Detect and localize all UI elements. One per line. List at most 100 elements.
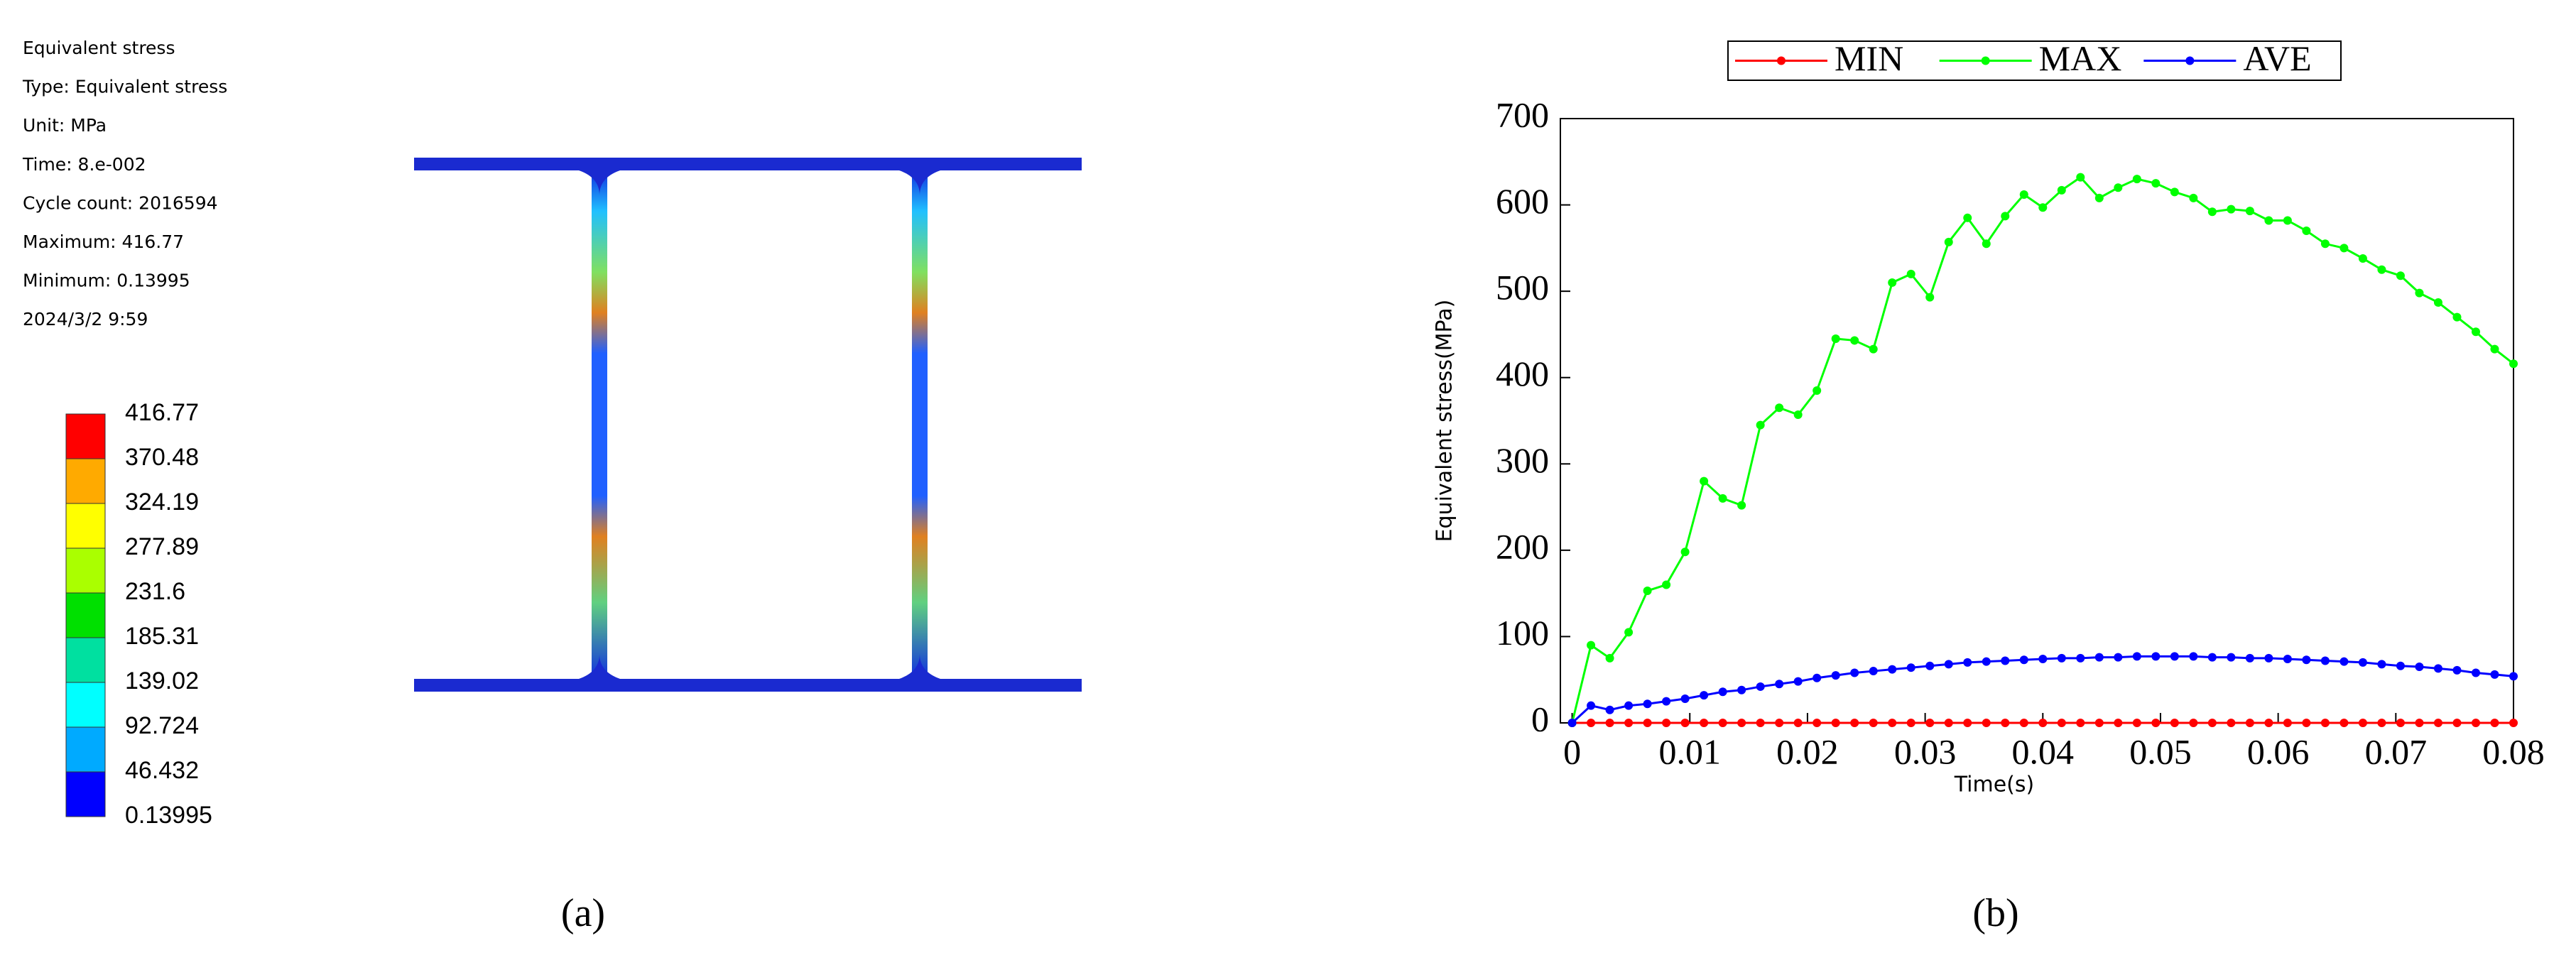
colorbar-band	[65, 413, 106, 459]
colorbar-label: 324.19	[125, 489, 199, 516]
data-point	[1813, 719, 1822, 727]
data-point	[2509, 359, 2518, 369]
fillet	[579, 170, 940, 679]
data-point	[1718, 719, 1727, 727]
x-tick-label: 0	[1563, 731, 1581, 771]
data-point	[2094, 193, 2104, 202]
x-tick-label: 0.05	[2129, 731, 2192, 771]
data-point	[1982, 657, 1991, 666]
data-point	[1756, 420, 1765, 430]
x-tick-label: 0.08	[2482, 731, 2545, 771]
data-point	[1888, 665, 1897, 674]
data-point	[1737, 501, 1746, 510]
data-point	[2377, 719, 2386, 727]
data-point	[2471, 719, 2480, 727]
colorbar-label: 92.724	[125, 712, 199, 739]
colorbar-label: 370.48	[125, 444, 199, 471]
panel-caption: (b)	[1972, 891, 2018, 935]
y-tick-label: 500	[1496, 268, 1549, 307]
data-point	[1944, 719, 1953, 727]
data-point	[1680, 694, 1690, 703]
data-point	[2170, 652, 2179, 661]
data-point	[1643, 719, 1652, 727]
data-point	[2358, 719, 2367, 727]
data-point	[2452, 665, 2462, 675]
data-point	[1925, 293, 1935, 302]
data-point	[1925, 719, 1935, 727]
y-tick-label: 700	[1496, 94, 1549, 134]
info-line: Unit: MPa	[23, 115, 107, 136]
data-point	[1831, 334, 1840, 344]
data-point	[1869, 719, 1878, 727]
series-line	[1571, 655, 2514, 724]
data-point	[2227, 205, 2236, 214]
colorbar-label: 185.31	[125, 623, 199, 650]
data-point	[1718, 687, 1727, 697]
data-point	[1662, 719, 1671, 727]
data-point	[2415, 662, 2424, 671]
data-point	[1643, 699, 1652, 709]
data-point	[2339, 719, 2349, 727]
data-point	[2339, 244, 2349, 253]
data-point	[1605, 719, 1614, 727]
top-flange	[414, 158, 1082, 170]
data-point	[1906, 269, 1915, 278]
data-point	[2283, 719, 2292, 727]
data-point	[2076, 173, 2085, 182]
x-tick-label: 0.03	[1894, 731, 1957, 771]
data-point	[2132, 175, 2141, 184]
data-point	[1737, 719, 1746, 727]
data-point	[2019, 719, 2028, 727]
legend-marker	[2185, 56, 2195, 65]
colorbar-band	[65, 503, 106, 549]
data-point	[1793, 677, 1803, 686]
data-point	[2283, 655, 2292, 664]
data-point	[1944, 237, 1953, 246]
data-point	[2170, 719, 2179, 727]
x-tick-label: 0.04	[2012, 731, 2075, 771]
data-point	[2396, 661, 2405, 670]
data-point	[1869, 667, 1878, 676]
data-point	[2114, 653, 2123, 662]
data-point	[1605, 653, 1614, 663]
data-point	[2339, 657, 2349, 666]
fem-model	[414, 158, 1082, 692]
data-point	[1718, 494, 1727, 503]
data-point	[1906, 719, 1915, 727]
data-point	[1793, 719, 1803, 727]
data-point	[1850, 336, 1859, 345]
colorbar-band	[65, 458, 106, 504]
data-point	[2433, 664, 2442, 673]
data-point	[2094, 719, 2104, 727]
data-point	[2245, 653, 2254, 663]
data-point	[2415, 288, 2424, 298]
y-tick-label: 200	[1496, 526, 1549, 566]
data-point	[2471, 327, 2480, 337]
data-point	[2057, 185, 2066, 195]
data-point	[1963, 719, 1972, 727]
data-point	[2433, 298, 2442, 307]
x-tick-label: 0.01	[1658, 731, 1721, 771]
y-axis-label: Equivalent stress(MPa)	[1433, 300, 1457, 543]
data-point	[1982, 239, 1991, 249]
data-point	[1906, 663, 1915, 672]
data-point	[2094, 653, 2104, 662]
data-point	[2377, 660, 2386, 669]
data-point	[2396, 719, 2405, 727]
colorbar-label: 46.432	[125, 757, 199, 784]
data-point	[2076, 719, 2085, 727]
data-point	[1925, 661, 1935, 670]
data-point	[2452, 312, 2462, 322]
colorbar-label: 416.77	[125, 399, 199, 426]
colorbar-band	[65, 547, 106, 594]
web	[592, 170, 607, 679]
data-point	[2245, 207, 2254, 216]
data-point	[2302, 719, 2311, 727]
data-point	[1700, 476, 1709, 486]
data-point	[2396, 271, 2405, 280]
legend-box	[1727, 40, 2342, 81]
data-point	[2264, 719, 2273, 727]
data-point	[2245, 719, 2254, 727]
data-point	[2038, 655, 2048, 664]
data-point	[1624, 628, 1634, 637]
